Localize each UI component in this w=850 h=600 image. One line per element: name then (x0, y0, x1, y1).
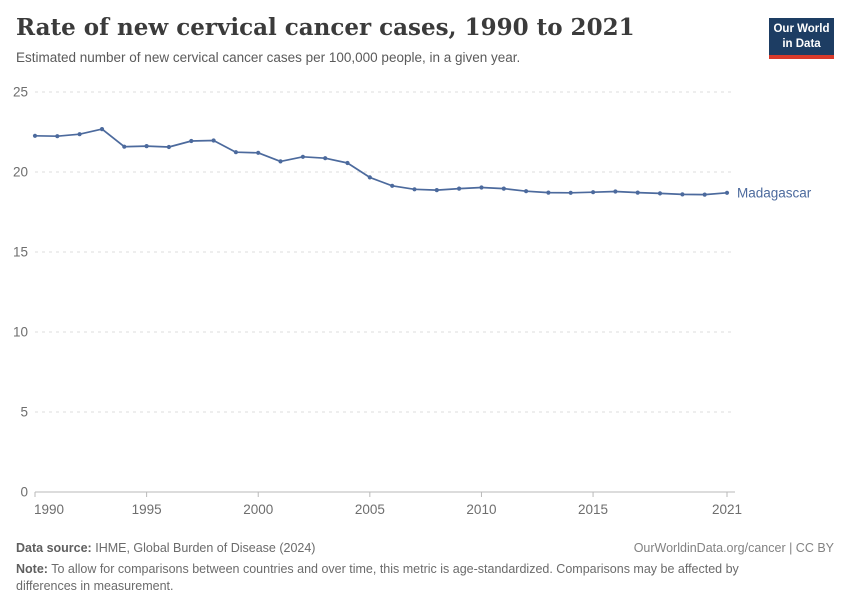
data-point[interactable] (256, 150, 261, 155)
y-axis-tick-label: 5 (20, 405, 28, 420)
x-axis-tick-label: 1995 (132, 502, 162, 517)
data-point[interactable] (32, 133, 38, 138)
data-point[interactable] (657, 191, 663, 196)
chart-footer: Data source: IHME, Global Burden of Dise… (0, 535, 850, 595)
license-link: OurWorldinData.org/cancer | CC BY (633, 541, 834, 555)
line-chart[interactable]: 0 5 10 15 20 25 1990 1995 2000 2005 2010 2015 2021 Ma… (0, 80, 850, 535)
data-point[interactable] (99, 127, 105, 132)
x-axis-tick-label: 2005 (355, 502, 385, 517)
data-source-value: IHME, Global Burden of Disease (2024) (95, 541, 316, 555)
note-text: Note: To allow for comparisons between c… (16, 561, 782, 595)
x-axis-tick-label: 2015 (578, 502, 608, 517)
data-point[interactable] (211, 138, 216, 143)
owid-logo-line2: in Data (782, 37, 821, 50)
data-point[interactable] (457, 186, 462, 191)
data-point[interactable] (568, 190, 573, 195)
x-axis-tick-label: 1990 (34, 502, 64, 517)
data-point[interactable] (390, 183, 395, 188)
data-point[interactable] (300, 154, 305, 159)
note-value: To allow for comparisons between countri… (16, 562, 739, 593)
y-axis-tick-label: 10 (13, 325, 28, 340)
source-row: Data source: IHME, Global Burden of Dise… (16, 541, 834, 555)
data-point[interactable] (77, 132, 82, 137)
y-axis-tick-label: 15 (13, 245, 28, 260)
data-point[interactable] (367, 175, 372, 180)
data-point[interactable] (680, 192, 685, 197)
data-point[interactable] (144, 144, 149, 149)
y-axis-tick-label: 25 (13, 85, 28, 100)
entity-label-madagascar[interactable]: Madagascar (737, 185, 812, 200)
data-point[interactable] (55, 134, 60, 139)
data-source-label: Data source: (16, 541, 92, 555)
x-axis-tick-label: 2000 (243, 502, 273, 517)
chart-header: Rate of new cervical cancer cases, 1990 … (0, 0, 850, 80)
data-point[interactable] (702, 192, 707, 197)
data-point[interactable] (278, 159, 283, 164)
owid-logo-line1: Our World (773, 23, 830, 35)
line-chart-canvas[interactable]: 0 5 10 15 20 25 1990 1995 2000 2005 2010 2015 2021 Ma… (0, 80, 850, 535)
data-point[interactable] (412, 187, 417, 192)
y-axis-tick-label: 0 (20, 485, 28, 500)
data-source: Data source: IHME, Global Burden of Dise… (16, 541, 315, 555)
data-point[interactable] (501, 186, 506, 191)
data-point[interactable] (613, 189, 618, 194)
data-point[interactable] (434, 188, 439, 193)
data-point[interactable] (323, 156, 328, 161)
madagascar-line[interactable] (34, 128, 728, 196)
chart-subtitle: Estimated number of new cervical cancer … (16, 50, 521, 65)
data-point[interactable] (546, 190, 551, 195)
data-point[interactable] (122, 144, 127, 149)
x-axis-tick-label: 2021 (712, 502, 742, 517)
owid-logo: Our World in Data (769, 18, 834, 59)
data-point[interactable] (189, 138, 194, 144)
data-point[interactable] (635, 190, 640, 195)
data-point[interactable] (479, 185, 484, 190)
x-axis-tick-label: 2010 (466, 502, 496, 517)
data-point[interactable] (724, 190, 730, 195)
data-point[interactable] (166, 144, 171, 150)
y-axis-tick-label: 20 (13, 165, 28, 180)
page-title: Rate of new cervical cancer cases, 1990 … (16, 14, 635, 41)
note-label: Note: (16, 562, 48, 576)
data-point[interactable] (345, 160, 350, 166)
data-point[interactable] (233, 150, 238, 155)
data-point[interactable] (591, 190, 596, 195)
data-point[interactable] (524, 189, 529, 194)
